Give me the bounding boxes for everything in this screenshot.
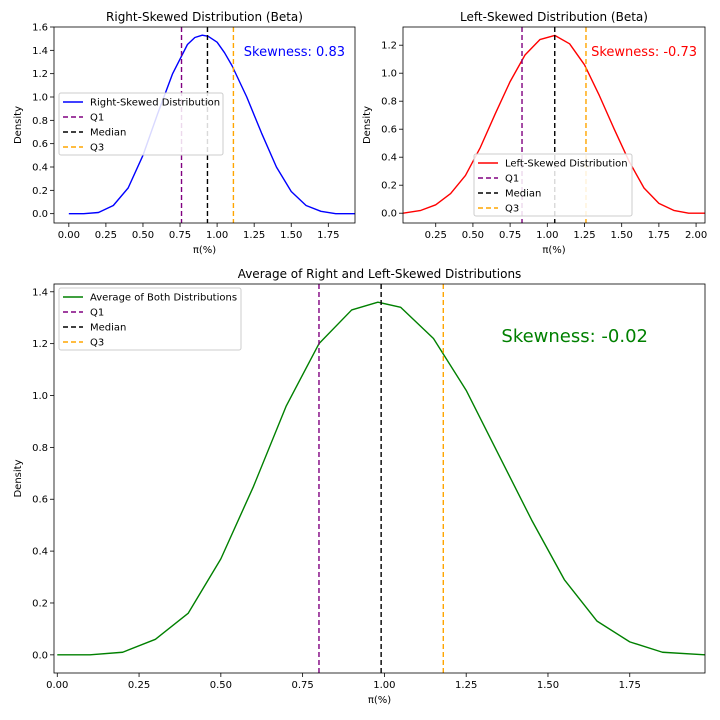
axes-frame [53, 283, 706, 674]
x-tick-label: 1.00 [206, 230, 228, 241]
legend-label: Average of Both Distributions [90, 293, 237, 304]
series-line-average [57, 301, 705, 656]
y-tick-label: 1.2 [381, 41, 397, 52]
y-tick-label: 1.4 [32, 287, 48, 298]
legend-box [473, 153, 633, 217]
x-axis-label: π(%) [193, 245, 216, 256]
y-tick-label: 0.8 [32, 116, 48, 127]
y-tick-label: 1.0 [381, 69, 397, 80]
y-tick-label: 1.6 [32, 23, 48, 34]
x-tick-label: 0.75 [291, 680, 313, 691]
x-tick-label: 0.50 [462, 230, 484, 241]
y-tick-label: 0.6 [32, 495, 48, 506]
y-tick-label: 0.8 [32, 443, 48, 454]
y-tick-label: 0.4 [32, 163, 48, 174]
legend-label: Right-Skewed Distribution [90, 98, 220, 109]
legend-label: Q3 [505, 204, 519, 215]
x-tick-label: 0.25 [425, 230, 447, 241]
x-tick-label: 1.00 [373, 680, 395, 691]
x-tick-label: 1.25 [243, 230, 265, 241]
legend-label: Median [90, 128, 126, 139]
x-tick-label: 2.00 [685, 230, 707, 241]
y-tick-label: 1.0 [32, 391, 48, 402]
x-tick-label: 1.25 [455, 680, 477, 691]
y-tick-label: 0.0 [32, 650, 48, 661]
y-tick-label: 0.8 [381, 97, 397, 108]
y-tick-label: 0.4 [381, 153, 397, 164]
x-tick-label: 1.50 [537, 680, 559, 691]
y-axis-label: Density [13, 106, 24, 144]
x-tick-label: 0.75 [499, 230, 521, 241]
legend-box [58, 92, 224, 156]
x-axis-label: π(%) [368, 695, 391, 706]
y-tick-label: 0.2 [32, 186, 48, 197]
chart-left: Left-Skewed Distribution (Beta) 0.25 0.50 0… [362, 10, 707, 256]
legend: Right-Skewed Distribution Q1 Median Q3 [58, 92, 224, 156]
legend: Average of Both Distributions Q1 Median Q3 [58, 287, 242, 351]
legend-label: Q1 [505, 174, 519, 185]
legend-label: Q3 [90, 143, 104, 154]
y-tick-label: 0.2 [32, 598, 48, 609]
chart-title: Left-Skewed Distribution (Beta) [460, 10, 648, 24]
legend-label: Q1 [90, 113, 104, 124]
x-tick-label: 0.25 [128, 680, 150, 691]
skewness-annotation: Skewness: 0.83 [244, 45, 345, 60]
chart-title: Average of Right and Left-Skewed Distrib… [238, 267, 522, 281]
x-tick-label: 0.50 [210, 680, 232, 691]
x-tick-label: 1.75 [317, 230, 339, 241]
legend-label: Left-Skewed Distribution [505, 159, 628, 170]
y-tick-label: 0.4 [32, 547, 48, 558]
y-axis-label: Density [13, 459, 24, 497]
axes-frame [402, 26, 706, 224]
x-tick-label: 1.00 [536, 230, 558, 241]
y-tick-label: 1.4 [32, 46, 48, 57]
legend-label: Q3 [90, 338, 104, 349]
y-tick-label: 0.2 [381, 181, 397, 192]
legend-label: Median [505, 189, 541, 200]
x-tick-label: 0.00 [46, 680, 68, 691]
x-axis-label: π(%) [542, 245, 565, 256]
x-tick-label: 0.75 [169, 230, 191, 241]
skewness-annotation: Skewness: -0.02 [501, 326, 648, 347]
x-tick-label: 1.75 [619, 680, 641, 691]
legend-label: Q1 [90, 308, 104, 319]
x-tick-label: 1.50 [611, 230, 633, 241]
y-tick-label: 1.2 [32, 69, 48, 80]
y-tick-label: 0.0 [32, 209, 48, 220]
x-tick-label: 1.50 [280, 230, 302, 241]
axes-frame [53, 26, 356, 224]
x-tick-label: 0.00 [58, 230, 80, 241]
y-tick-label: 1.2 [32, 339, 48, 350]
y-tick-label: 0.6 [32, 139, 48, 150]
skewness-annotation: Skewness: -0.73 [591, 45, 697, 60]
y-tick-label: 0.0 [381, 209, 397, 220]
y-tick-label: 1.0 [32, 93, 48, 104]
legend-box [58, 287, 242, 351]
legend-label: Median [90, 323, 126, 334]
x-tick-label: 1.75 [648, 230, 670, 241]
y-tick-label: 0.6 [381, 125, 397, 136]
series-line-right [68, 34, 355, 215]
x-tick-label: 1.25 [573, 230, 595, 241]
x-tick-label: 0.50 [132, 230, 154, 241]
y-axis-label: Density [362, 106, 373, 144]
chart-average: Average of Right and Left-Skewed Distrib… [13, 267, 706, 706]
chart-right: Right-Skewed Distribution (Beta) 0.00 0.25… [13, 10, 356, 256]
legend: Left-Skewed Distribution Q1 Median Q3 [473, 153, 633, 217]
x-tick-label: 0.25 [95, 230, 117, 241]
chart-title: Right-Skewed Distribution (Beta) [106, 10, 303, 24]
